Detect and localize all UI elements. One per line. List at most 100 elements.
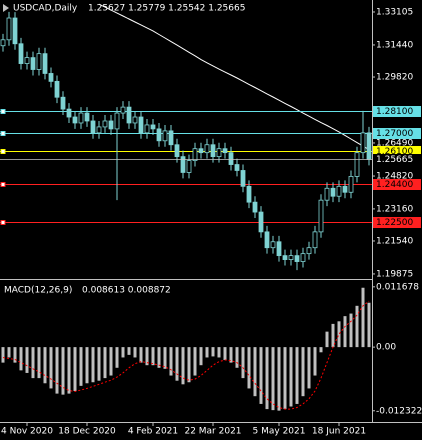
candle-body	[60, 96, 66, 110]
candle-body	[288, 255, 294, 260]
macd-bar	[163, 347, 167, 369]
candle-body	[48, 73, 54, 82]
moving-average	[98, 3, 370, 151]
current-price-label: 1.25665	[376, 155, 413, 165]
macd-bar	[121, 347, 125, 358]
candle-body	[318, 199, 324, 233]
macd-bar	[277, 347, 281, 411]
macd-bar	[199, 347, 203, 366]
macd-bar	[55, 347, 59, 394]
macd-bar	[43, 347, 47, 384]
candle-body	[228, 152, 234, 165]
macd-bar	[235, 347, 239, 368]
candle-body	[234, 164, 240, 171]
level-label: 1.28100	[376, 107, 413, 117]
y-tick-label: 1.24820	[376, 172, 413, 182]
candle-body	[102, 120, 108, 128]
level-marker	[0, 182, 6, 187]
macd-bar	[157, 347, 161, 368]
level-label-bg	[373, 146, 421, 157]
candle-body	[336, 185, 342, 197]
candle-body	[168, 130, 174, 146]
candle-body	[84, 112, 90, 122]
candle-body	[324, 187, 330, 201]
current-price-bg	[373, 154, 421, 165]
level-label-bg	[373, 217, 421, 228]
level-label-bg	[373, 128, 421, 139]
macd-bar	[133, 347, 137, 358]
macd-bar	[97, 347, 101, 381]
level-label-bg	[373, 179, 421, 190]
candle-body	[90, 120, 96, 134]
level-label: 1.26100	[376, 147, 413, 157]
candle-body	[342, 185, 348, 193]
macd-bar	[271, 347, 275, 411]
level-label: 1.27000	[376, 129, 413, 139]
macd-bar	[241, 347, 245, 379]
chart-title: MACD(12,26,9)	[4, 286, 72, 296]
macd-bar	[19, 347, 23, 371]
macd-bar	[337, 321, 341, 348]
macd-bar	[49, 347, 53, 389]
candle-body	[330, 187, 336, 197]
level-label-bg	[373, 106, 421, 117]
chart-title: USDCAD,Daily	[13, 4, 78, 14]
macd-bar	[223, 347, 227, 361]
y-tick-label: 1.19875	[376, 269, 413, 279]
candle-body	[162, 130, 168, 142]
candle-body	[18, 43, 24, 64]
candle-body	[216, 148, 222, 158]
macd-bar	[145, 347, 149, 366]
y-tick-label: 1.33105	[376, 7, 413, 17]
macd-bar	[217, 347, 221, 358]
macd-bar	[355, 305, 359, 348]
macd-bar	[265, 347, 269, 410]
level-label: 1.24400	[376, 180, 413, 190]
candle-body	[126, 106, 132, 124]
macd-bar	[67, 347, 71, 394]
macd-bar	[91, 347, 95, 383]
candle-body	[150, 124, 156, 130]
x-tick-label: 5 May 2021	[253, 427, 306, 437]
y-tick-label: 1.23160	[376, 204, 413, 214]
candle-body	[192, 148, 198, 161]
macd-bar	[25, 347, 29, 373]
macd-bar	[301, 347, 305, 397]
macd-bar	[193, 347, 197, 376]
level-marker	[0, 131, 6, 136]
macd-bar	[103, 347, 107, 379]
y-tick-label: 1.29820	[376, 73, 413, 83]
macd-bar	[205, 347, 209, 358]
candle-body	[138, 116, 144, 134]
macd-bar	[295, 347, 299, 404]
macd-bar	[313, 347, 317, 376]
macd-bar	[283, 347, 287, 410]
macd-bar	[289, 347, 293, 407]
candle-body	[144, 124, 150, 134]
macd-bar	[109, 347, 113, 376]
level-marker	[0, 109, 6, 114]
candle-body	[210, 144, 216, 158]
candle-body	[114, 112, 120, 130]
macd-bar	[367, 302, 371, 348]
macd-bar	[73, 347, 77, 392]
candle-body	[54, 80, 60, 98]
candle-body	[246, 185, 252, 203]
macd-bar	[127, 347, 131, 355]
candle-body	[300, 253, 306, 262]
macd-bar	[211, 347, 215, 357]
candle-body	[72, 116, 78, 124]
x-tick-label: 18 Jun 2021	[312, 427, 366, 437]
y-tick-label: 1.31440	[376, 40, 413, 50]
candle-body	[306, 247, 312, 255]
candle-body	[186, 160, 192, 173]
candle-body	[156, 128, 162, 142]
y-tick-label: -0.012322	[376, 406, 422, 416]
macd-bar	[175, 347, 179, 381]
candle-body	[312, 231, 318, 249]
candle-body	[96, 126, 102, 134]
level-marker	[0, 149, 6, 154]
x-tick-label: 4 Feb 2021	[128, 427, 178, 437]
